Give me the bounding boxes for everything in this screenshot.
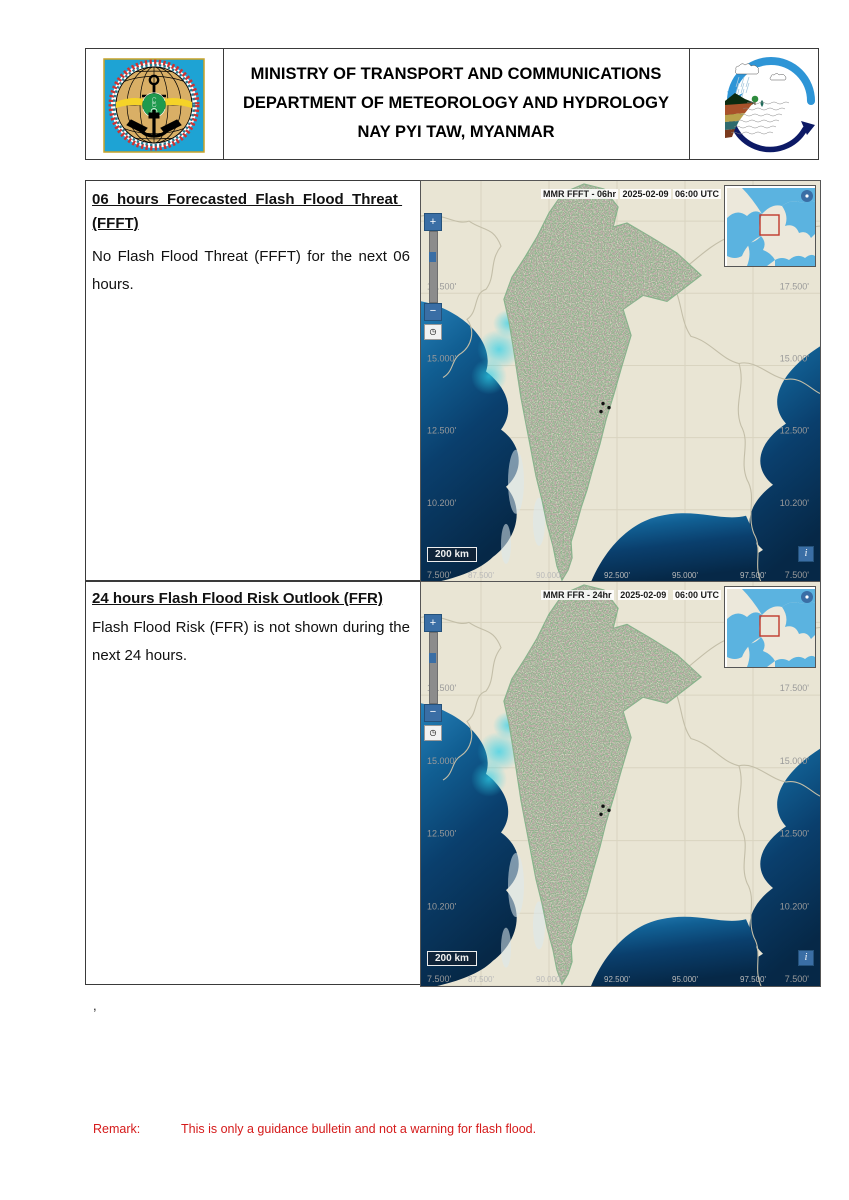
svg-text:97.500': 97.500' — [740, 571, 766, 580]
svg-text:7.500': 7.500' — [785, 974, 810, 984]
svg-text:97.500': 97.500' — [740, 975, 766, 984]
svg-text:15.000': 15.000' — [427, 354, 457, 364]
svg-text:95.000': 95.000' — [672, 571, 698, 580]
svg-text:10.200': 10.200' — [427, 498, 457, 508]
svg-text:17.500': 17.500' — [780, 683, 810, 693]
svg-text:15.000': 15.000' — [780, 756, 810, 766]
svg-text:87.500': 87.500' — [468, 571, 494, 580]
svg-text:12.500': 12.500' — [780, 426, 810, 436]
svg-text:7.500': 7.500' — [427, 974, 452, 984]
svg-text:90.000': 90.000' — [536, 571, 562, 580]
svg-text:92.500': 92.500' — [604, 975, 630, 984]
svg-text:15.000': 15.000' — [780, 354, 810, 364]
svg-text:10.200': 10.200' — [780, 901, 810, 911]
svg-text:90.000': 90.000' — [536, 975, 562, 984]
svg-text:12.500': 12.500' — [780, 829, 810, 839]
svg-text:15.000': 15.000' — [427, 756, 457, 766]
svg-text:12.500': 12.500' — [427, 426, 457, 436]
svg-text:10.200': 10.200' — [780, 498, 810, 508]
svg-text:92.500': 92.500' — [604, 571, 630, 580]
svg-text:95.000': 95.000' — [672, 975, 698, 984]
svg-text:17.500': 17.500' — [780, 281, 810, 291]
svg-text:87.500': 87.500' — [468, 975, 494, 984]
svg-text:7.500': 7.500' — [785, 570, 810, 580]
svg-text:12.500': 12.500' — [427, 829, 457, 839]
svg-text:10.200': 10.200' — [427, 901, 457, 911]
svg-text:7.500': 7.500' — [427, 570, 452, 580]
